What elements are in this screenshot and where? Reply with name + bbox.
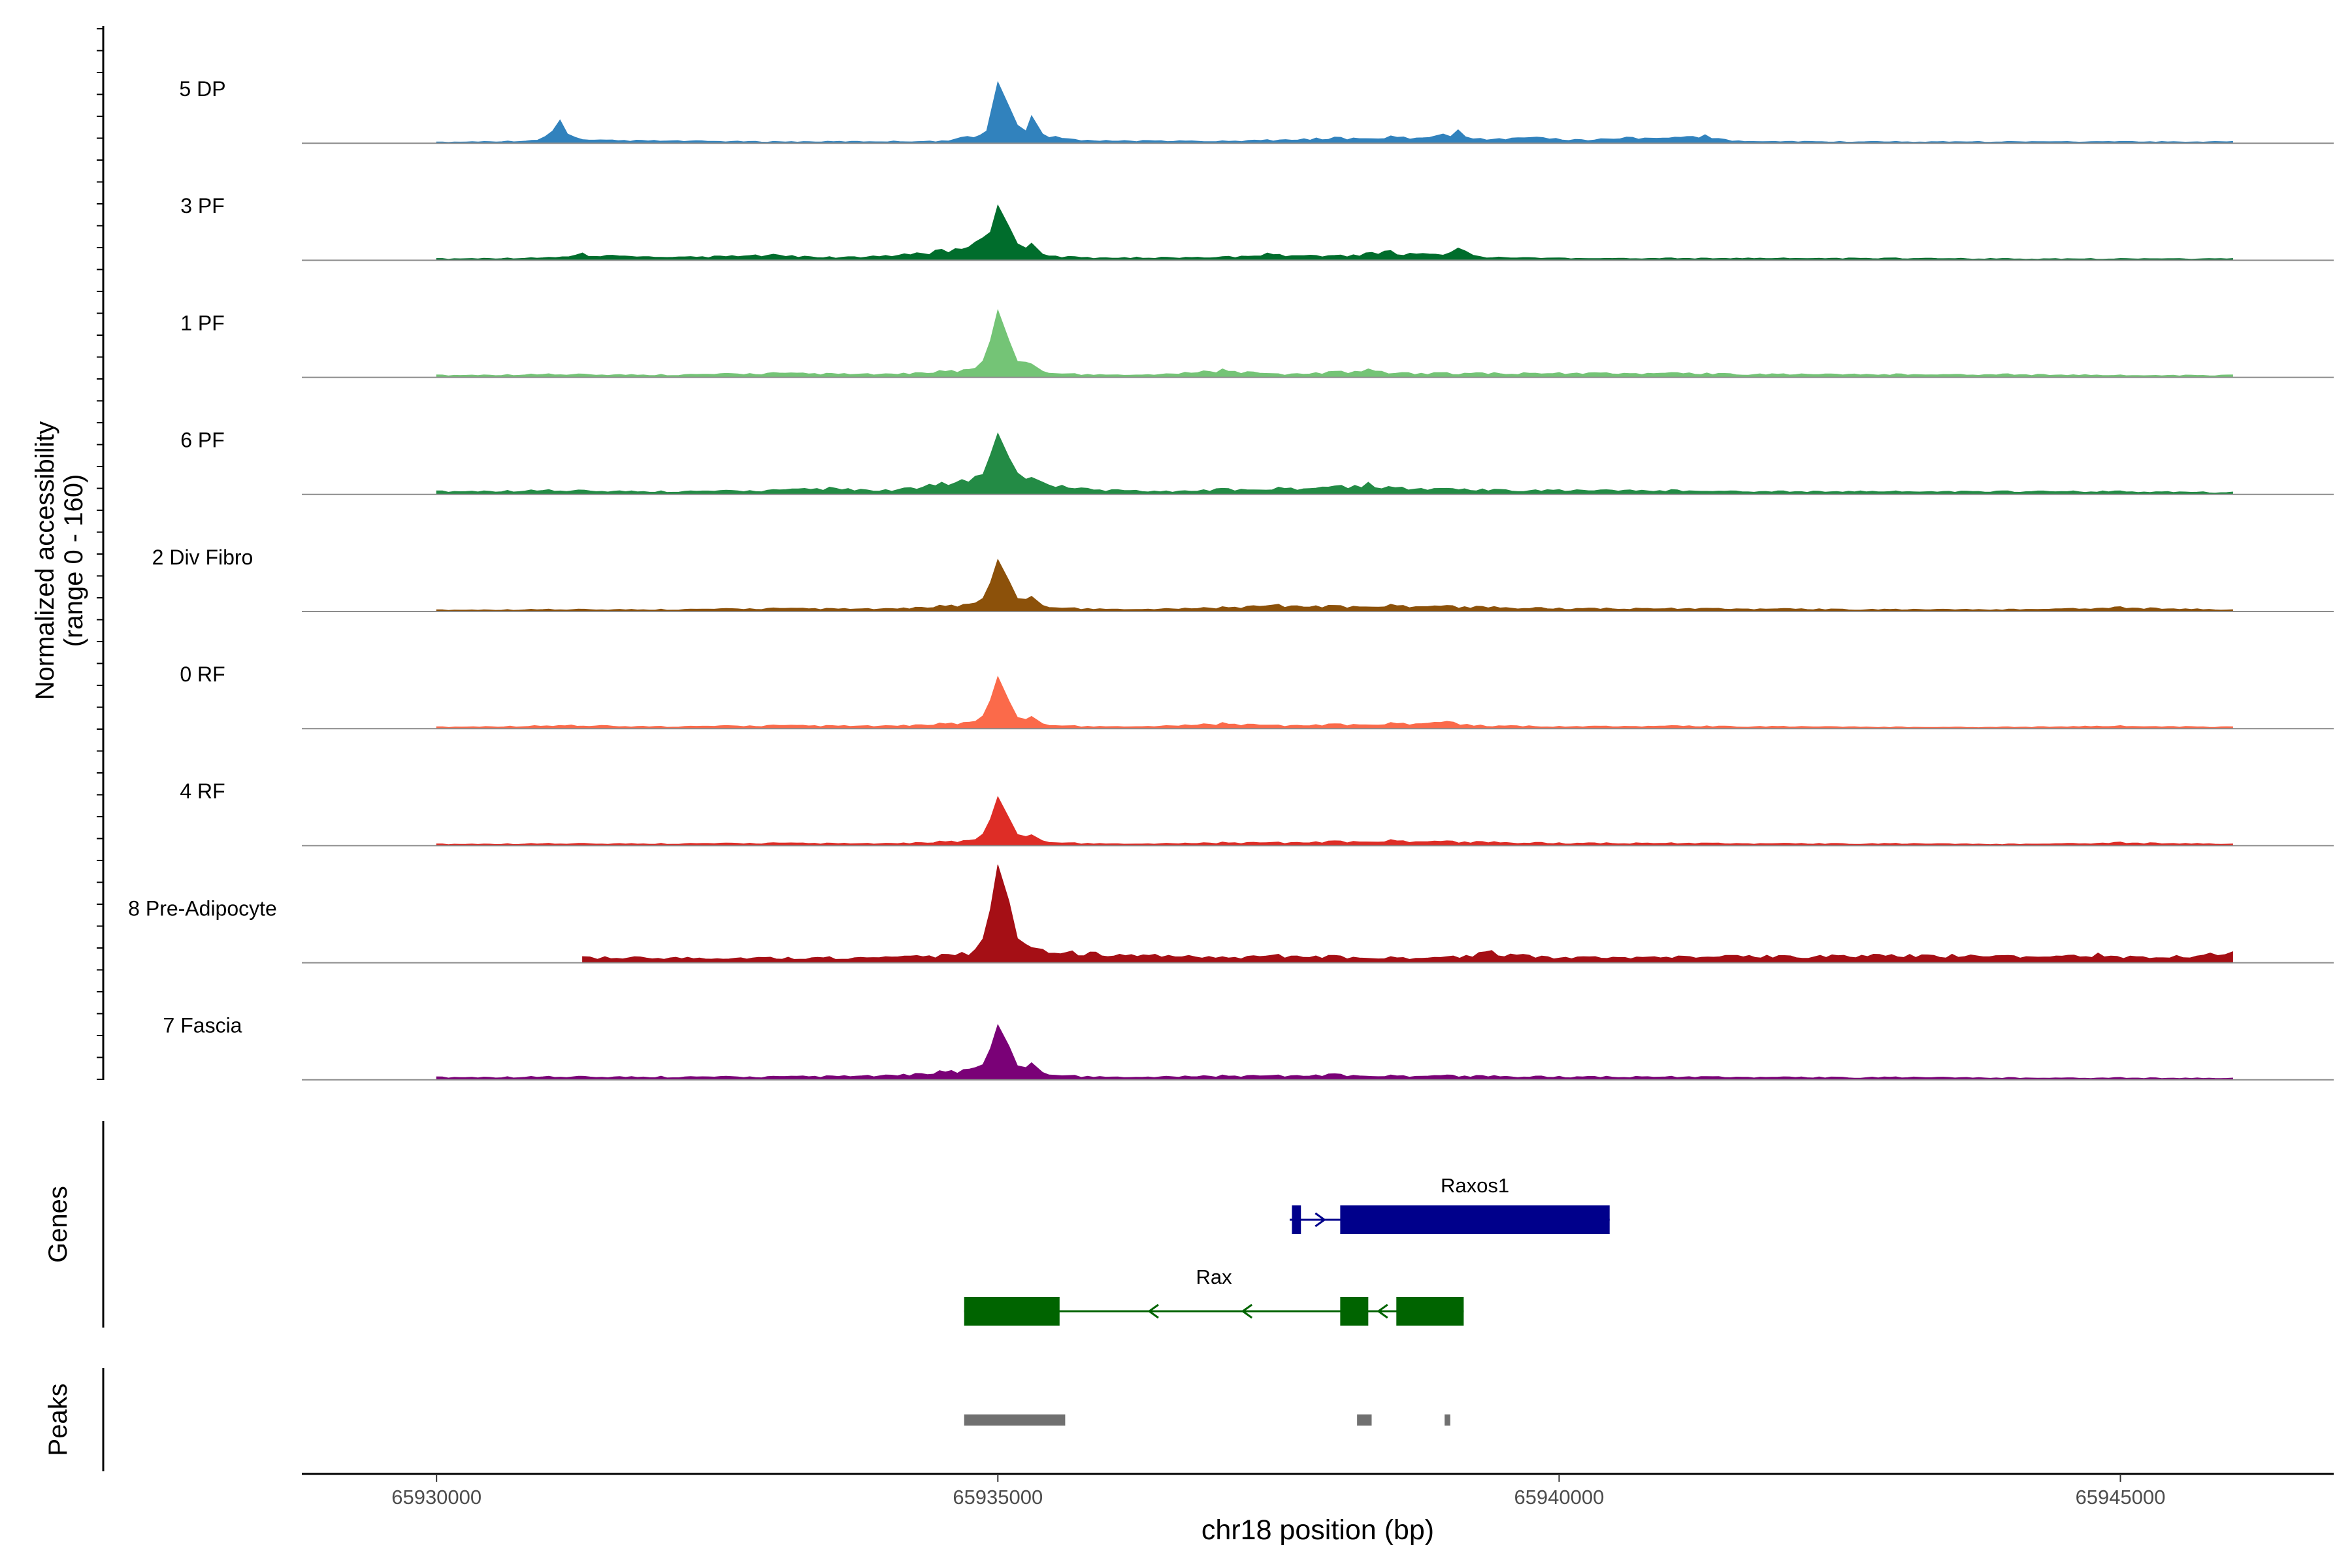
track-3-pf: 3 PF bbox=[180, 194, 2334, 261]
gene-raxos1: Raxos1 bbox=[1290, 1174, 1610, 1234]
peak-region bbox=[1445, 1414, 1450, 1426]
genes-panel: Genes Raxos1 Rax bbox=[44, 1121, 1610, 1328]
track-label: 0 RF bbox=[180, 662, 225, 686]
strand-arrow bbox=[1315, 1212, 1326, 1228]
x-axis-tick-label: 65945000 bbox=[2076, 1486, 2166, 1509]
x-axis-tick-label: 65940000 bbox=[1514, 1486, 1604, 1509]
track-area bbox=[436, 676, 2233, 729]
gene-label: Raxos1 bbox=[1441, 1174, 1509, 1197]
track-area bbox=[436, 204, 2233, 261]
track-area bbox=[436, 308, 2233, 378]
gene-label: Rax bbox=[1196, 1266, 1232, 1288]
track-label: 7 Fascia bbox=[163, 1014, 242, 1037]
genes-panel-label: Genes bbox=[44, 1186, 73, 1263]
track-area bbox=[436, 80, 2233, 144]
track-area bbox=[436, 1024, 2233, 1081]
track-4-rf: 4 RF bbox=[180, 779, 2334, 847]
track-label: 8 Pre-Adipocyte bbox=[128, 896, 277, 920]
track-2-div-fibro: 2 Div Fibro bbox=[152, 546, 2334, 612]
peaks-panel-label: Peaks bbox=[44, 1383, 73, 1456]
gene-rax: Rax bbox=[964, 1266, 1464, 1326]
track-area bbox=[436, 559, 2233, 612]
track-area bbox=[436, 796, 2233, 846]
track-label: 2 Div Fibro bbox=[152, 546, 253, 569]
strand-arrow bbox=[1241, 1303, 1253, 1319]
track-label: 1 PF bbox=[180, 311, 225, 335]
track-label: 5 DP bbox=[179, 77, 225, 101]
y-axis-range-label: (range 0 - 160) bbox=[59, 474, 88, 647]
gene-exon bbox=[964, 1297, 1060, 1326]
track-8-pre-adipocyte: 8 Pre-Adipocyte bbox=[128, 864, 2334, 964]
x-axis-tick-label: 65935000 bbox=[953, 1486, 1043, 1509]
track-area bbox=[582, 864, 2233, 964]
track-label: 3 PF bbox=[180, 194, 225, 218]
track-label: 6 PF bbox=[180, 429, 225, 452]
strand-arrow bbox=[1147, 1303, 1159, 1319]
peaks-panel: Peaks bbox=[44, 1368, 1450, 1471]
track-label: 4 RF bbox=[180, 779, 225, 803]
peak-region bbox=[1357, 1414, 1372, 1426]
gene-exon bbox=[1396, 1297, 1464, 1326]
track-1-pf: 1 PF bbox=[180, 308, 2334, 378]
track-7-fascia: 7 Fascia bbox=[163, 1014, 2334, 1081]
x-axis-tick-label: 65930000 bbox=[391, 1486, 482, 1509]
gene-exon bbox=[1340, 1297, 1369, 1326]
y-axis bbox=[97, 26, 105, 1080]
track-0-rf: 0 RF bbox=[180, 662, 2334, 730]
track-6-pf: 6 PF bbox=[180, 429, 2334, 495]
y-axis-label: Normalized accessibility bbox=[31, 421, 59, 700]
track-area bbox=[436, 432, 2233, 495]
accessibility-tracks: 5 DP 3 PF 1 PF 6 PF 2 Div Fibro 0 RF 4 RF 8 Pre… bbox=[128, 77, 2334, 1081]
track-5-dp: 5 DP bbox=[179, 77, 2334, 144]
gene-exon bbox=[1292, 1205, 1301, 1234]
strand-arrow bbox=[1377, 1303, 1388, 1319]
gene-exon bbox=[1340, 1205, 1610, 1234]
x-axis: chr18 position (bp) 65930000 65935000 6594… bbox=[302, 1473, 2334, 1546]
x-axis-label: chr18 position (bp) bbox=[1201, 1514, 1434, 1546]
peak-region bbox=[964, 1414, 1066, 1426]
y-axis-title: Normalized accessibility (range 0 - 160) bbox=[31, 421, 88, 700]
